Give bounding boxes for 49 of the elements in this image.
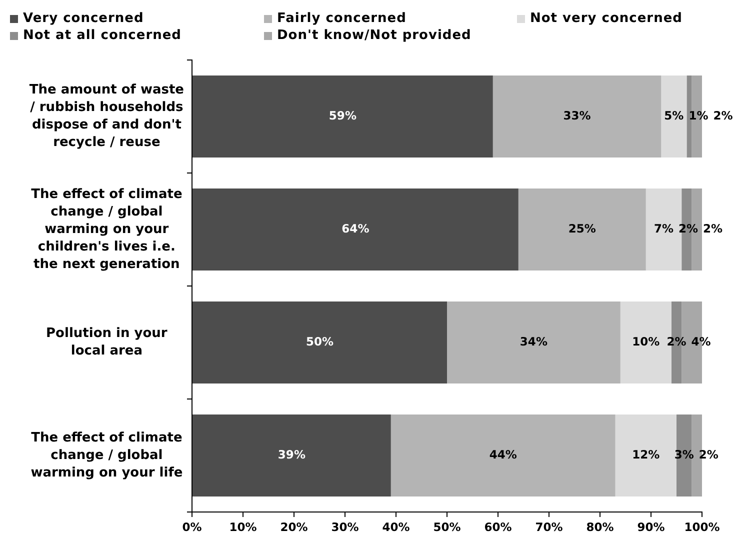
bar	[192, 76, 493, 158]
x-tick-label: 50%	[433, 520, 462, 534]
x-tick-label: 70%	[535, 520, 564, 534]
x-tick-label: 80%	[586, 520, 614, 534]
data-label: 1%	[688, 108, 709, 122]
data-label: 59%	[328, 108, 357, 122]
data-label: 50%	[306, 334, 334, 348]
legend-label: Don't know/Not provided	[277, 28, 472, 44]
bar	[492, 76, 662, 158]
bar	[192, 302, 447, 384]
data-label: 12%	[632, 447, 660, 462]
legend-label: Not very concerned	[530, 11, 682, 27]
y-tick-label: The effect of climate change / global warming on your children's lives i.e. the next generation	[31, 186, 182, 272]
bar	[518, 188, 646, 270]
data-label: 2%	[713, 108, 733, 122]
data-label: 2%	[678, 221, 699, 236]
x-tick-label: 10%	[229, 520, 258, 534]
bar	[192, 414, 391, 496]
data-label: 7%	[654, 221, 674, 236]
bar	[686, 76, 692, 158]
legend-label: Fairly concerned	[277, 11, 406, 27]
x-tick-label: 20%	[280, 520, 308, 534]
bar	[447, 302, 620, 384]
bar	[390, 414, 616, 496]
bar	[615, 414, 676, 496]
legend-label: Not at all concerned	[23, 28, 182, 44]
x-tick-label: 40%	[382, 520, 410, 534]
data-label: 4%	[691, 334, 712, 348]
x-tick-label: 90%	[637, 520, 666, 534]
data-label: 34%	[520, 334, 548, 348]
data-label: 33%	[563, 108, 592, 122]
x-tick-label: 0%	[182, 520, 202, 534]
x-tick-label: 100%	[684, 520, 720, 534]
legend-label: Very concerned	[23, 11, 144, 27]
data-label: 10%	[632, 334, 660, 348]
data-label: 44%	[489, 447, 518, 462]
bar	[192, 188, 518, 270]
y-tick-label: Pollution in your local area	[46, 326, 168, 359]
data-label: 25%	[568, 221, 596, 236]
data-label: 2%	[698, 447, 719, 462]
x-tick-label: 60%	[484, 520, 512, 534]
data-label: 5%	[664, 108, 684, 122]
data-label: 2%	[703, 221, 724, 236]
y-tick-label: The effect of climate change / global warming on your life	[30, 430, 183, 480]
y-tick-label: The amount of waste / rubbish households dispose of and don't recycle / reuse	[29, 82, 184, 150]
data-label: 39%	[278, 447, 306, 462]
bar	[661, 76, 687, 158]
x-tick-label: 30%	[331, 520, 360, 534]
data-label: 64%	[342, 221, 370, 236]
